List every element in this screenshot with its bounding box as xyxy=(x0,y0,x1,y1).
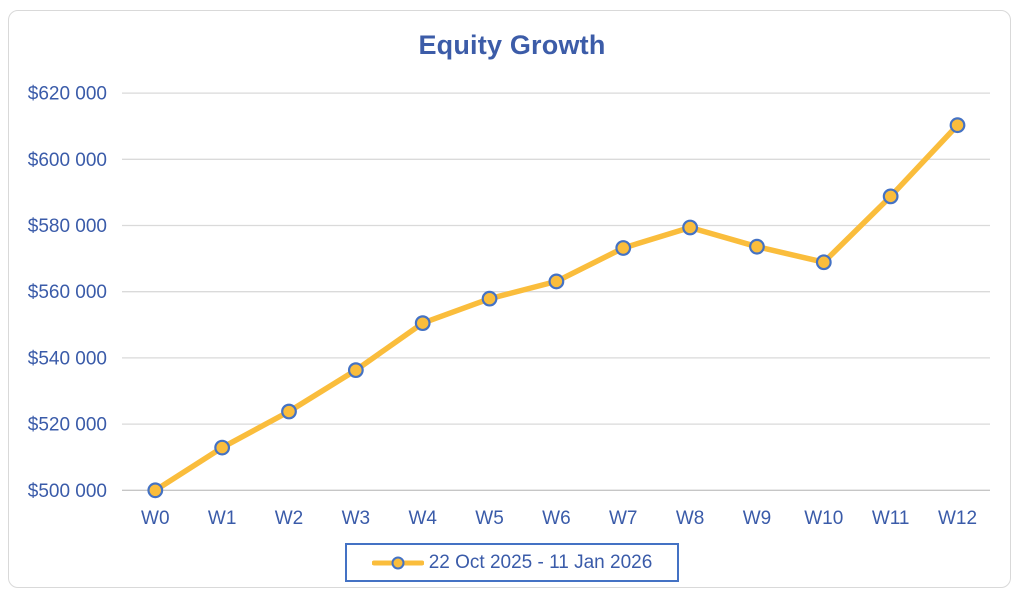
y-axis-tick-label: $580 000 xyxy=(28,216,107,237)
data-point-marker-W9 xyxy=(749,238,765,255)
data-point-marker-W6 xyxy=(548,273,565,290)
chart-container xyxy=(8,10,1011,588)
data-point-marker-W12 xyxy=(949,117,966,134)
x-axis-category-label: W6 xyxy=(542,508,571,529)
x-axis-category-label: W10 xyxy=(804,508,843,529)
y-axis-tick-label: $560 000 xyxy=(28,282,107,303)
data-point-marker-W10 xyxy=(815,254,832,271)
data-point-marker-W4 xyxy=(414,315,431,332)
data-point-marker-W3 xyxy=(347,362,364,379)
x-axis-category-label: W9 xyxy=(743,508,772,529)
legend-series-label: 22 Oct 2025 - 11 Jan 2026 xyxy=(428,551,653,573)
x-axis-category-label: W2 xyxy=(275,508,304,529)
x-axis-category-label: W8 xyxy=(676,508,705,529)
x-axis-category-label: W0 xyxy=(141,508,170,529)
y-axis-tick-label: $540 000 xyxy=(28,348,107,369)
legend: 22 Oct 2025 - 11 Jan 2026 xyxy=(345,543,679,582)
x-axis-category-label: W5 xyxy=(475,508,504,529)
data-point-marker-W11 xyxy=(882,188,899,205)
legend-line-sample-icon xyxy=(371,556,424,569)
x-axis-category-label: W4 xyxy=(408,508,437,529)
data-point-marker-W5 xyxy=(481,290,498,307)
x-axis-category-label: W7 xyxy=(609,508,638,529)
data-point-marker-W1 xyxy=(214,439,231,456)
data-point-marker-W2 xyxy=(281,403,297,420)
series-line xyxy=(152,122,961,494)
x-axis-category-label: W12 xyxy=(938,508,977,529)
y-axis-tick-label: $500 000 xyxy=(28,481,107,502)
x-axis-category-label: W3 xyxy=(342,508,371,529)
data-point-marker-W7 xyxy=(615,240,632,256)
y-axis-tick-label: $620 000 xyxy=(28,84,107,105)
data-point-marker-W8 xyxy=(682,219,698,236)
y-axis-tick-label: $600 000 xyxy=(28,150,107,171)
y-axis-tick-label: $520 000 xyxy=(28,415,107,436)
data-point-marker-W0 xyxy=(147,482,164,499)
x-axis-category-label: W1 xyxy=(208,508,237,529)
chart-title: Equity Growth xyxy=(418,30,606,60)
x-axis-category-label: W11 xyxy=(872,508,910,529)
